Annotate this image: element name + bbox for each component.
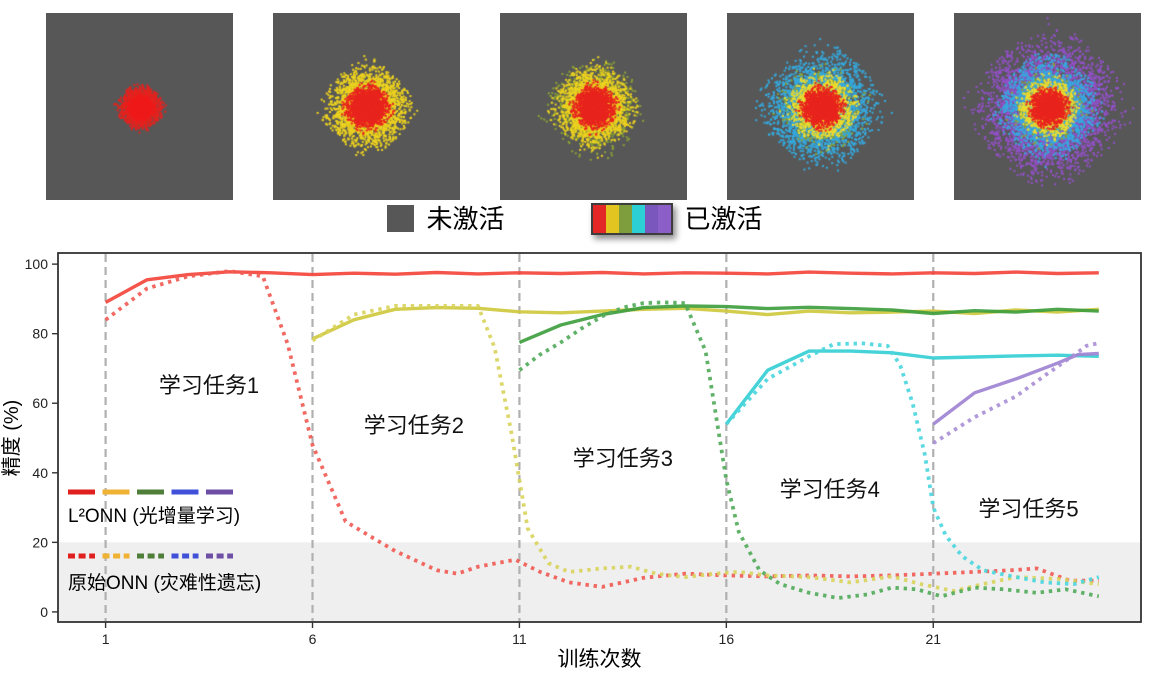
y-tick-label: 60	[32, 395, 48, 411]
series-originalONN-task1	[104, 269, 1099, 589]
active-color-segment	[631, 204, 645, 233]
legend-item-label: L²ONN (光增量学习)	[68, 505, 240, 527]
activation-legend: 未激活 已激活	[0, 200, 1150, 237]
activation-map-task2	[273, 13, 460, 200]
inactive-label: 未激活	[426, 203, 505, 234]
x-tick-label: 6	[309, 631, 317, 647]
x-tick-label: 1	[102, 631, 110, 647]
chart-wrap: 0 20 40 60 80 100 1 6 11 16 21 精度 (%) 训练次数 学习任务1 学习任务2…	[0, 237, 1150, 672]
task-annotation: 学习任务5	[978, 496, 1078, 521]
series-originalONN-task2	[311, 304, 1100, 593]
series-L2ONN-task4	[724, 349, 1099, 426]
inactive-legend-group: 未激活	[387, 203, 505, 234]
series-originalONN-task3	[518, 300, 1100, 600]
x-tick-label: 11	[512, 631, 527, 647]
activation-map-task1	[46, 13, 233, 200]
plot-border	[57, 252, 1142, 623]
activation-map-task3	[500, 13, 687, 200]
series-originalONN-task4	[724, 341, 1100, 587]
series-L2ONN-task1	[104, 270, 1099, 304]
series-L2ONN-task3	[518, 304, 1099, 344]
task-annotation: 学习任务2	[364, 413, 464, 438]
task-annotation: 学习任务1	[159, 373, 259, 398]
active-color-segment	[618, 204, 632, 233]
x-tick-label: 21	[925, 631, 941, 647]
y-tick-label: 40	[32, 465, 48, 481]
task-annotation: 学习任务4	[780, 477, 880, 502]
y-tick-label: 20	[32, 534, 48, 550]
active-color-segment	[644, 204, 658, 233]
active-color-segment	[592, 204, 606, 233]
y-axis-label: 精度 (%)	[0, 400, 23, 477]
y-tick-label: 80	[32, 326, 48, 342]
active-label: 已激活	[684, 203, 763, 234]
legend-item-label: 原始ONN (灾难性遗忘)	[68, 572, 261, 594]
active-color-bar	[590, 202, 673, 235]
active-color-segment	[657, 204, 671, 233]
y-tick-label: 0	[40, 604, 48, 620]
task-annotation: 学习任务3	[573, 446, 673, 471]
activation-map-task5	[954, 13, 1141, 200]
series-L2ONN-task5	[932, 351, 1099, 426]
inactive-swatch	[387, 205, 415, 232]
x-tick-label: 16	[719, 631, 735, 647]
series-originalONN-task5	[932, 341, 1100, 445]
y-tick-label: 100	[25, 256, 49, 272]
activation-maps-row	[0, 0, 1150, 200]
shaded-band	[58, 542, 1141, 622]
activation-map-task4	[727, 13, 914, 200]
active-color-segment	[605, 204, 619, 233]
active-legend-group: 已激活	[590, 202, 763, 235]
x-axis-label: 训练次数	[558, 648, 642, 671]
